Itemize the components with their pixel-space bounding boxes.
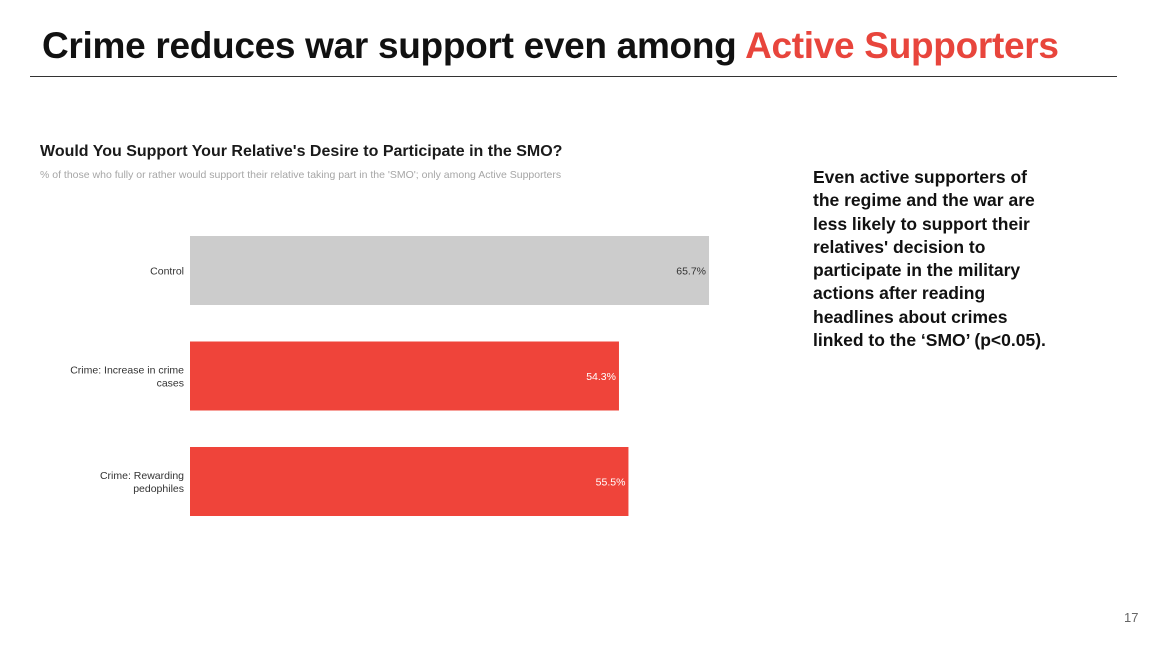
data-label-3: 55.5% xyxy=(596,477,626,489)
title-divider xyxy=(30,76,1117,77)
bar-1 xyxy=(190,236,710,305)
chart-subtitle: % of those who fully or rather would sup… xyxy=(40,169,562,181)
category-label-1: Control xyxy=(150,266,184,278)
data-label-1: 65.7% xyxy=(676,266,706,278)
category-label-line: pedophiles xyxy=(133,483,184,495)
category-label-2: Crime: Increase in crime cases xyxy=(70,365,184,390)
slide-title: Crime reduces war support even among Act… xyxy=(42,24,1059,68)
takeaway-text: Even active supporters of the regime and… xyxy=(813,167,1046,351)
category-label-line: Crime: Rewarding xyxy=(100,470,184,482)
category-label-line: Control xyxy=(150,266,184,278)
category-label-3: Crime: Rewarding pedophiles xyxy=(100,470,184,495)
page-number: 17 xyxy=(1124,610,1139,625)
category-label-line: cases xyxy=(157,378,184,390)
bar-3 xyxy=(190,447,629,516)
slide-title-main: Crime reduces war support even among xyxy=(42,25,746,66)
chart-title: Would You Support Your Relative's Desire… xyxy=(40,143,563,160)
bar-chart: 65.7% Control 54.3% Crime: Increase in crim… xyxy=(70,236,710,516)
slide-title-highlight: Active Supporters xyxy=(745,25,1059,66)
data-label-2: 54.3% xyxy=(586,371,616,383)
bar-2 xyxy=(190,341,619,411)
category-label-line: Crime: Increase in crime xyxy=(70,365,184,377)
